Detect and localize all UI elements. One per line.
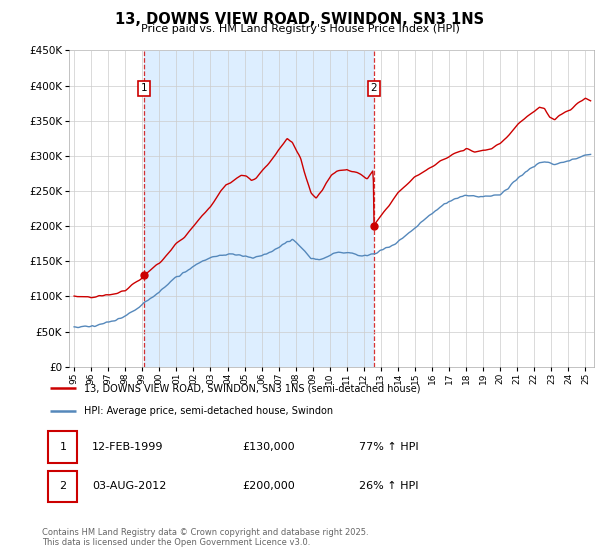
Text: £200,000: £200,000: [242, 482, 295, 491]
Text: Contains HM Land Registry data © Crown copyright and database right 2025.
This d: Contains HM Land Registry data © Crown c…: [42, 528, 368, 547]
Text: 03-AUG-2012: 03-AUG-2012: [92, 482, 167, 491]
Text: 12-FEB-1999: 12-FEB-1999: [92, 442, 164, 452]
Text: 2: 2: [59, 482, 67, 491]
Text: 26% ↑ HPI: 26% ↑ HPI: [359, 482, 418, 491]
Bar: [145, 50, 374, 367]
Text: £130,000: £130,000: [242, 442, 295, 452]
Text: 13, DOWNS VIEW ROAD, SWINDON, SN3 1NS (semi-detached house): 13, DOWNS VIEW ROAD, SWINDON, SN3 1NS (s…: [84, 383, 421, 393]
Text: HPI: Average price, semi-detached house, Swindon: HPI: Average price, semi-detached house,…: [84, 406, 334, 416]
Text: Price paid vs. HM Land Registry's House Price Index (HPI): Price paid vs. HM Land Registry's House …: [140, 24, 460, 34]
Bar: [49, 432, 77, 463]
Text: 1: 1: [141, 83, 148, 94]
Bar: [49, 470, 77, 502]
Text: 1: 1: [59, 442, 67, 452]
Text: 13, DOWNS VIEW ROAD, SWINDON, SN3 1NS: 13, DOWNS VIEW ROAD, SWINDON, SN3 1NS: [115, 12, 485, 27]
Text: 2: 2: [371, 83, 377, 94]
Text: 77% ↑ HPI: 77% ↑ HPI: [359, 442, 418, 452]
